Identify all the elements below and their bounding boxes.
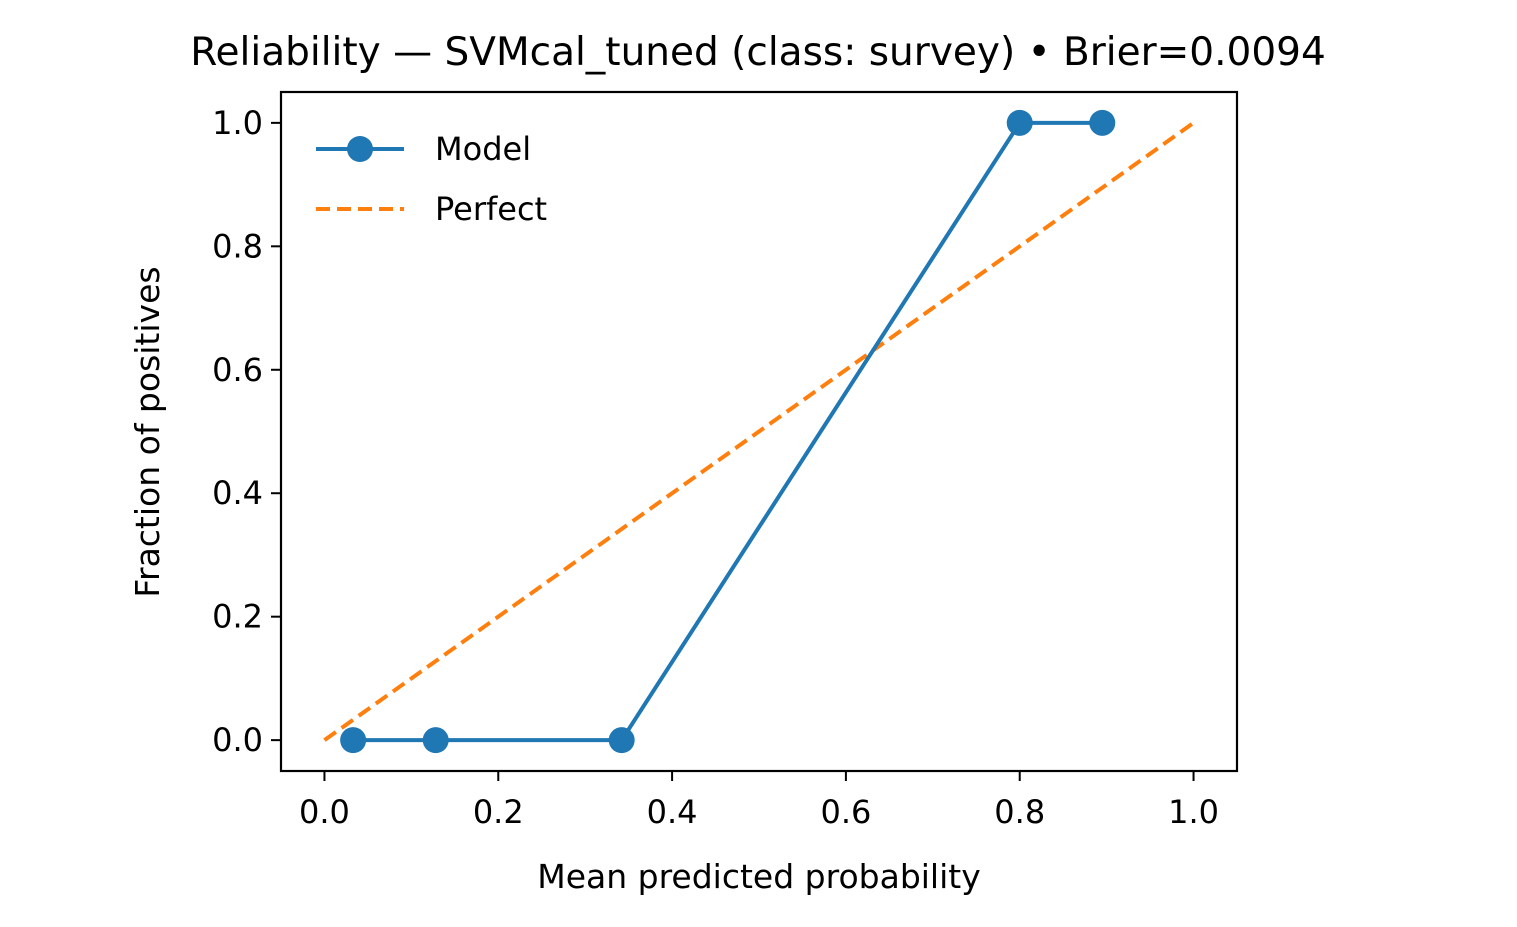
y-tick-label: 0.6 [212, 351, 263, 389]
legend-label-perfect: Perfect [435, 190, 547, 228]
y-tick-label: 0.8 [212, 227, 263, 265]
y-axis-ticks: 0.0 0.2 0.4 0.6 0.8 1.0 [212, 104, 281, 759]
y-tick-label: 0.2 [212, 598, 263, 636]
plot-frame [279, 90, 1239, 773]
y-tick-label: 0.4 [212, 474, 263, 512]
legend-label-model: Model [435, 130, 531, 168]
series-line-perfect [323, 121, 1195, 742]
x-tick-label: 0.4 [647, 793, 698, 831]
model-point [608, 727, 635, 754]
x-axis-ticks: 0.0 0.2 0.4 0.6 0.8 1.0 [299, 771, 1219, 831]
y-tick-label: 1.0 [212, 104, 263, 142]
x-axis-label: Mean predicted probability [537, 857, 981, 896]
series-layer [323, 109, 1195, 754]
x-tick-label: 0.0 [299, 793, 350, 831]
x-tick-label: 0.6 [820, 793, 871, 831]
chart-title: Reliability — SVMcal_tuned (class: surve… [190, 30, 1326, 75]
model-point [1089, 109, 1116, 136]
x-tick-label: 1.0 [1168, 793, 1219, 831]
model-point [422, 727, 449, 754]
x-tick-label: 0.8 [994, 793, 1045, 831]
legend-marker-model [347, 136, 373, 162]
model-point [340, 727, 367, 754]
y-axis-label: Fraction of positives [128, 266, 167, 597]
model-point [1006, 109, 1033, 136]
x-tick-label: 0.2 [473, 793, 524, 831]
y-tick-label: 0.0 [212, 721, 263, 759]
legend: Model Perfect [316, 130, 547, 228]
